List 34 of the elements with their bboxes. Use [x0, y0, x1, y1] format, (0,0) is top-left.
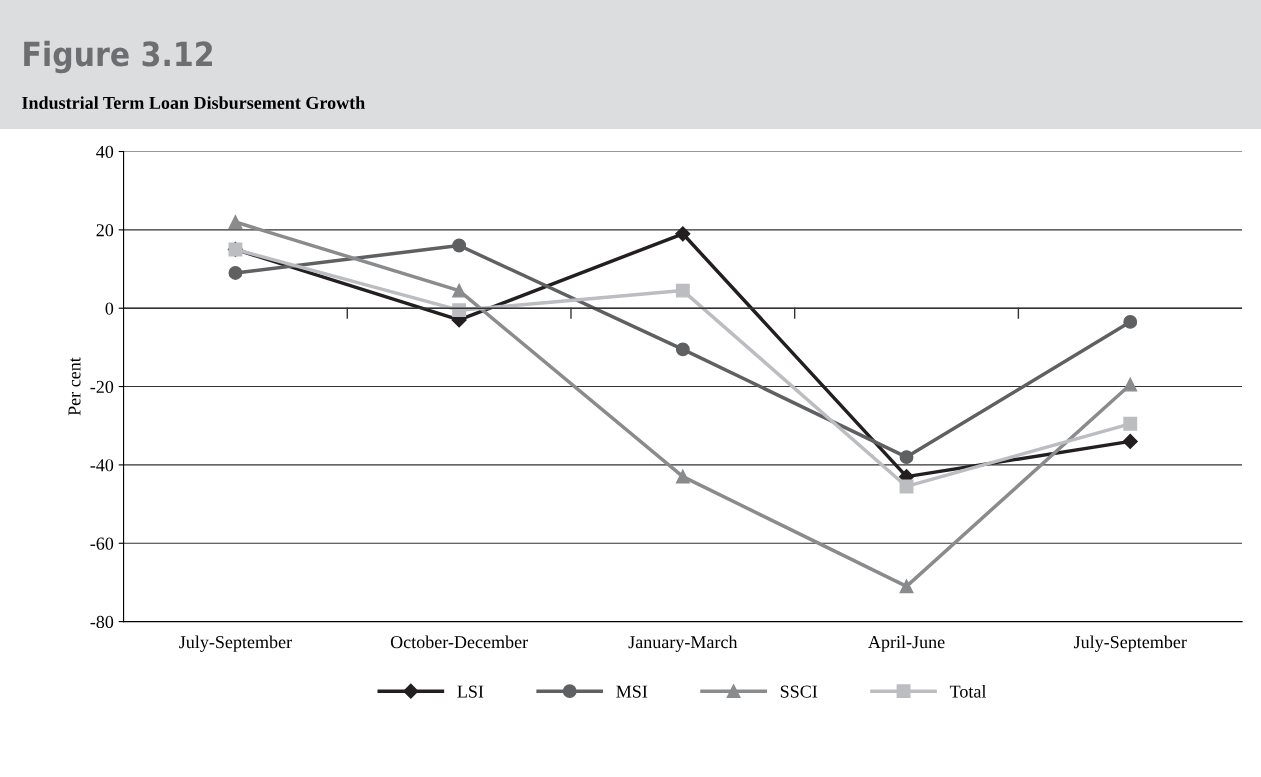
x-tick-label: July-September — [1073, 635, 1187, 652]
y-tick-label: -40 — [90, 459, 114, 472]
point — [1123, 416, 1138, 431]
point — [452, 303, 467, 318]
x-tick-label: July-September — [179, 635, 292, 652]
point — [675, 226, 691, 242]
point — [452, 238, 467, 253]
y-tick-label: 0 — [105, 302, 114, 315]
point — [899, 579, 914, 594]
point — [1123, 314, 1138, 329]
chart-title: Figure 3.12 — [24, 40, 212, 74]
x-tick-label: January-March — [628, 635, 738, 652]
chart-subtitle: Industrial Term Loan Disbursement Growth — [22, 96, 365, 109]
y-tick-label: -60 — [90, 537, 114, 550]
x-tick-label: April-June — [868, 635, 945, 652]
point — [675, 342, 690, 357]
point — [675, 283, 690, 298]
y-tick-label: 20 — [96, 224, 114, 237]
legend-label: Total — [949, 684, 987, 698]
point — [452, 283, 467, 298]
point — [228, 266, 243, 280]
y-tick-label: -80 — [90, 615, 114, 629]
point — [1122, 433, 1138, 449]
legend-label: MSI — [616, 685, 648, 698]
point — [899, 450, 914, 465]
y-tick-label: -20 — [90, 380, 114, 393]
point — [228, 215, 243, 229]
y-tick-label: 40 — [96, 145, 114, 158]
x-tick-label: October-December — [390, 635, 528, 649]
y-axis-title: Per cent — [68, 357, 81, 416]
legend-label: LSI — [457, 685, 484, 698]
point — [1123, 377, 1138, 392]
legend-label: SSCI — [780, 685, 818, 698]
point — [675, 469, 690, 484]
